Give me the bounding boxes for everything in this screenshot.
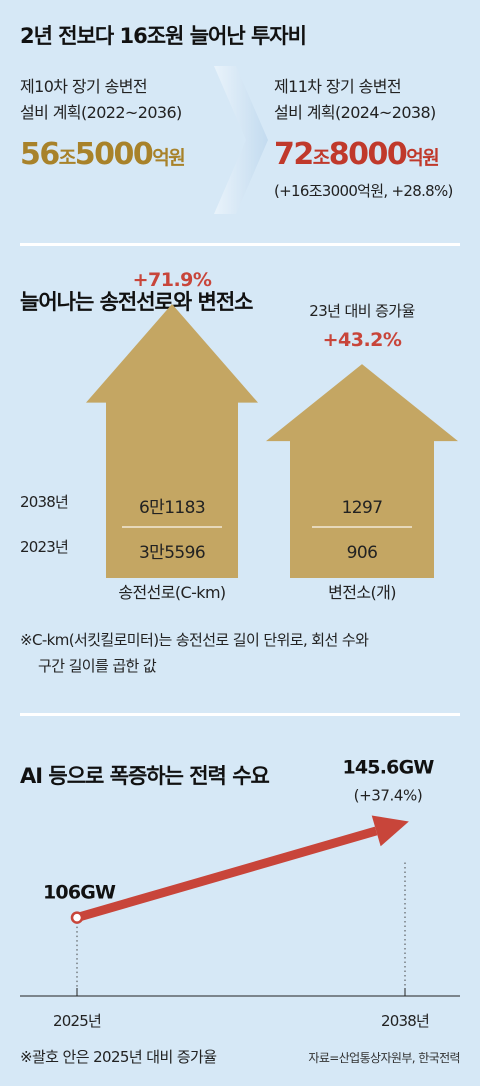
ckm-footnote: ※C-km(서킷킬로미터)는 송전선로 길이 단위로, 회선 수와 구간 길이를… (20, 627, 369, 679)
plan11-increase-note: (+16조3000억원, +28.8%) (274, 182, 453, 200)
plan11-amount: 72조8000억원 (274, 140, 453, 170)
growth-bar-chart: 2038년 2023년 6만1183 3만5596 송전선로(C-km) +71.9% 12… (20, 269, 458, 602)
divider (20, 713, 460, 716)
section3-title: AI 등으로 폭증하는 전력 수요 (20, 764, 270, 788)
chevron-right-icon (214, 66, 268, 214)
value-label-2038: 145.6GW (342, 757, 434, 779)
plan11-amount-jo-num: 72 (274, 137, 314, 172)
value-label-2025: 106GW (43, 882, 116, 904)
category-label: 송전선로(C-km) (118, 583, 225, 602)
plan11-block: 제11차 장기 송변전 설비 계획(2024~2038) 72조8000억원 (… (274, 74, 453, 201)
plan10-label-line1: 제10차 장기 송변전 (20, 77, 148, 96)
x-tick-label: 2025년 (53, 1012, 101, 1030)
demand-line (75, 826, 378, 922)
plan10-amount-jo-unit: 조 (58, 147, 76, 169)
plan10-amount-jo-num: 56 (20, 137, 60, 172)
plan11-amount-eok-unit: 억원 (406, 147, 439, 169)
plan10-amount-eok-unit: 억원 (152, 147, 185, 169)
growth-pct-label: +71.9% (133, 269, 212, 291)
value-2023-label: 906 (347, 543, 378, 563)
growth-label-2038: (+37.4%) (354, 787, 423, 805)
year-label-2023: 2023년 (20, 538, 68, 556)
source-credit: 자료=산업통상자원부, 한국전력 (308, 1051, 460, 1065)
year-label-2038: 2038년 (20, 493, 68, 511)
section1-title: 2년 전보다 16조원 늘어난 투자비 (20, 24, 307, 48)
growth-bar-2 (266, 364, 458, 578)
plan10-label-line2: 설비 계획(2022~2036) (20, 103, 182, 122)
plan11-amount-jo-unit: 조 (312, 147, 330, 169)
plan11-label-line1: 제11차 장기 송변전 (274, 77, 402, 96)
section2-title: 늘어나는 송전선로와 변전소 (20, 290, 253, 314)
arrowhead-icon (371, 815, 409, 847)
comparison-label: 23년 대비 증가율 (309, 302, 414, 320)
data-point-2025 (70, 911, 84, 924)
plan10-block: 제10차 장기 송변전 설비 계획(2022~2036) 56조5000억원 (20, 74, 186, 172)
growth-footnote: ※괄호 안은 2025년 대비 증가율 (20, 1048, 217, 1066)
plan11-amount-eok-num: 8000 (328, 137, 408, 172)
growth-pct-label: +43.2% (323, 329, 402, 351)
value-2038-label: 1297 (342, 498, 383, 518)
plan10-amount-eok-num: 5000 (74, 137, 154, 172)
divider (20, 243, 460, 246)
ckm-footnote-line1: ※C-km(서킷킬로미터)는 송전선로 길이 단위로, 회선 수와 (20, 631, 369, 649)
ckm-footnote-line2: 구간 길이를 곱한 값 (38, 657, 157, 675)
value-2023-label: 3만5596 (139, 543, 205, 563)
growth-bar-1 (86, 304, 258, 578)
plan11-label-line2: 설비 계획(2024~2038) (274, 103, 436, 122)
plan10-amount: 56조5000억원 (20, 137, 186, 172)
value-2038-label: 6만1183 (139, 498, 205, 518)
x-tick-label: 2038년 (381, 1012, 429, 1030)
category-label: 변전소(개) (328, 583, 396, 602)
